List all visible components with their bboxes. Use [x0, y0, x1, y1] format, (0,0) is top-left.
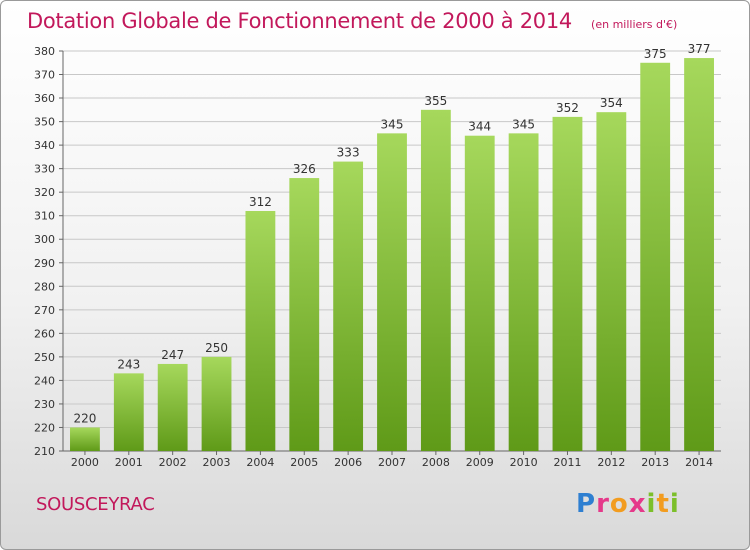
x-tick-label: 2007 — [378, 456, 406, 469]
y-tick-label: 320 — [34, 186, 55, 199]
bar-2006 — [333, 161, 364, 451]
bar-2008 — [420, 109, 451, 451]
x-tick-label: 2010 — [510, 456, 538, 469]
title-row: Dotation Globale de Fonctionnement de 20… — [27, 9, 677, 33]
y-tick-label: 210 — [34, 445, 55, 458]
bar-2000 — [70, 427, 100, 451]
data-label: 333 — [337, 146, 360, 160]
data-label: 355 — [424, 94, 447, 108]
x-tick-label: 2008 — [422, 456, 450, 469]
x-tick-label: 2012 — [597, 456, 625, 469]
bar-2009 — [464, 135, 495, 452]
data-labels: 220 243 247 250 312 326 333 345 355 344 345 352 354 3… — [73, 42, 710, 425]
y-tick-label: 240 — [34, 374, 55, 387]
x-tick-label: 2004 — [246, 456, 274, 469]
logo-letter: i — [646, 489, 657, 519]
x-tick-label: 2011 — [553, 456, 581, 469]
x-tick-label: 2003 — [203, 456, 231, 469]
bar-2003 — [201, 356, 232, 451]
x-tick-label: 2013 — [641, 456, 669, 469]
bar-2014 — [684, 58, 714, 451]
y-tick-label: 330 — [34, 163, 55, 176]
data-label: 354 — [600, 96, 623, 110]
bar-2001 — [113, 373, 144, 451]
data-label: 345 — [512, 117, 535, 131]
logo-letter: P — [576, 489, 597, 519]
x-tick-label: 2005 — [290, 456, 318, 469]
y-tick-label: 280 — [34, 280, 55, 293]
y-tick-label: 270 — [34, 304, 55, 317]
bar-2004 — [245, 211, 276, 451]
bar-2005 — [289, 178, 320, 451]
y-tick-label: 290 — [34, 257, 55, 270]
y-tick-label: 370 — [34, 69, 55, 82]
y-tick-label: 250 — [34, 351, 55, 364]
bar-2002 — [157, 363, 188, 451]
y-tick-label: 340 — [34, 139, 55, 152]
logo-letter: r — [596, 489, 610, 519]
x-tick-label: 2009 — [466, 456, 494, 469]
data-label: 326 — [293, 162, 316, 176]
y-tick-label: 260 — [34, 327, 55, 340]
bar-2011 — [552, 116, 583, 451]
y-tick-label: 310 — [34, 210, 55, 223]
logo-letter: i — [669, 489, 680, 519]
y-tick-label: 230 — [34, 398, 55, 411]
x-tick-label: 2014 — [685, 456, 713, 469]
data-label: 247 — [161, 348, 184, 362]
x-tick-label: 2002 — [159, 456, 187, 469]
chart-title: Dotation Globale de Fonctionnement de 20… — [27, 9, 572, 33]
data-label: 344 — [468, 120, 491, 134]
data-label: 243 — [117, 357, 140, 371]
data-label: 352 — [556, 101, 579, 115]
bar-2012 — [596, 112, 627, 452]
y-tick-label: 360 — [34, 92, 55, 105]
data-label: 377 — [688, 42, 711, 56]
data-label: 312 — [249, 195, 272, 209]
bars — [70, 58, 714, 452]
y-tick-label: 380 — [34, 45, 55, 58]
y-tick-label: 350 — [34, 116, 55, 129]
y-tick-label: 220 — [34, 421, 55, 434]
data-label: 250 — [205, 341, 228, 355]
bar-2007 — [377, 133, 407, 451]
logo-letter: t — [656, 489, 670, 519]
data-label: 220 — [73, 411, 96, 425]
logo-letter: o — [609, 489, 629, 519]
data-label: 375 — [644, 47, 667, 61]
bar-2013 — [640, 62, 671, 451]
chart-subtitle: (en milliers d'€) — [591, 18, 678, 31]
data-label: 345 — [381, 117, 404, 131]
x-tick-label: 2006 — [334, 456, 362, 469]
x-tick-label: 2001 — [115, 456, 143, 469]
proxiti-logo: Proxiti — [576, 489, 680, 519]
y-tick-label: 300 — [34, 233, 55, 246]
commune-name: SOUSCEYRAC — [36, 494, 155, 515]
bar-2010 — [508, 133, 539, 451]
x-tick-label: 2000 — [71, 456, 99, 469]
logo-letter: x — [628, 489, 647, 519]
